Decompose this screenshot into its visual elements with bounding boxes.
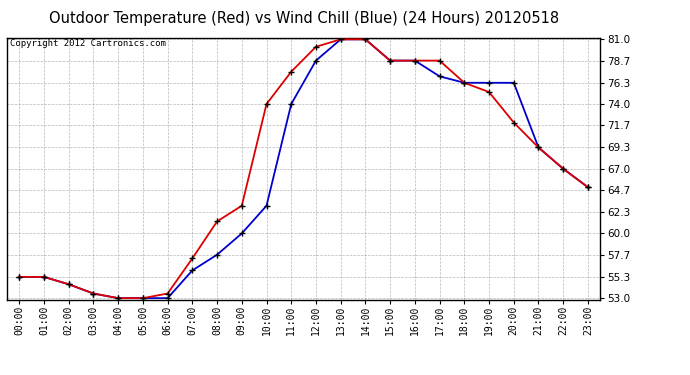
- Text: Copyright 2012 Cartronics.com: Copyright 2012 Cartronics.com: [10, 39, 166, 48]
- Text: Outdoor Temperature (Red) vs Wind Chill (Blue) (24 Hours) 20120518: Outdoor Temperature (Red) vs Wind Chill …: [48, 11, 559, 26]
